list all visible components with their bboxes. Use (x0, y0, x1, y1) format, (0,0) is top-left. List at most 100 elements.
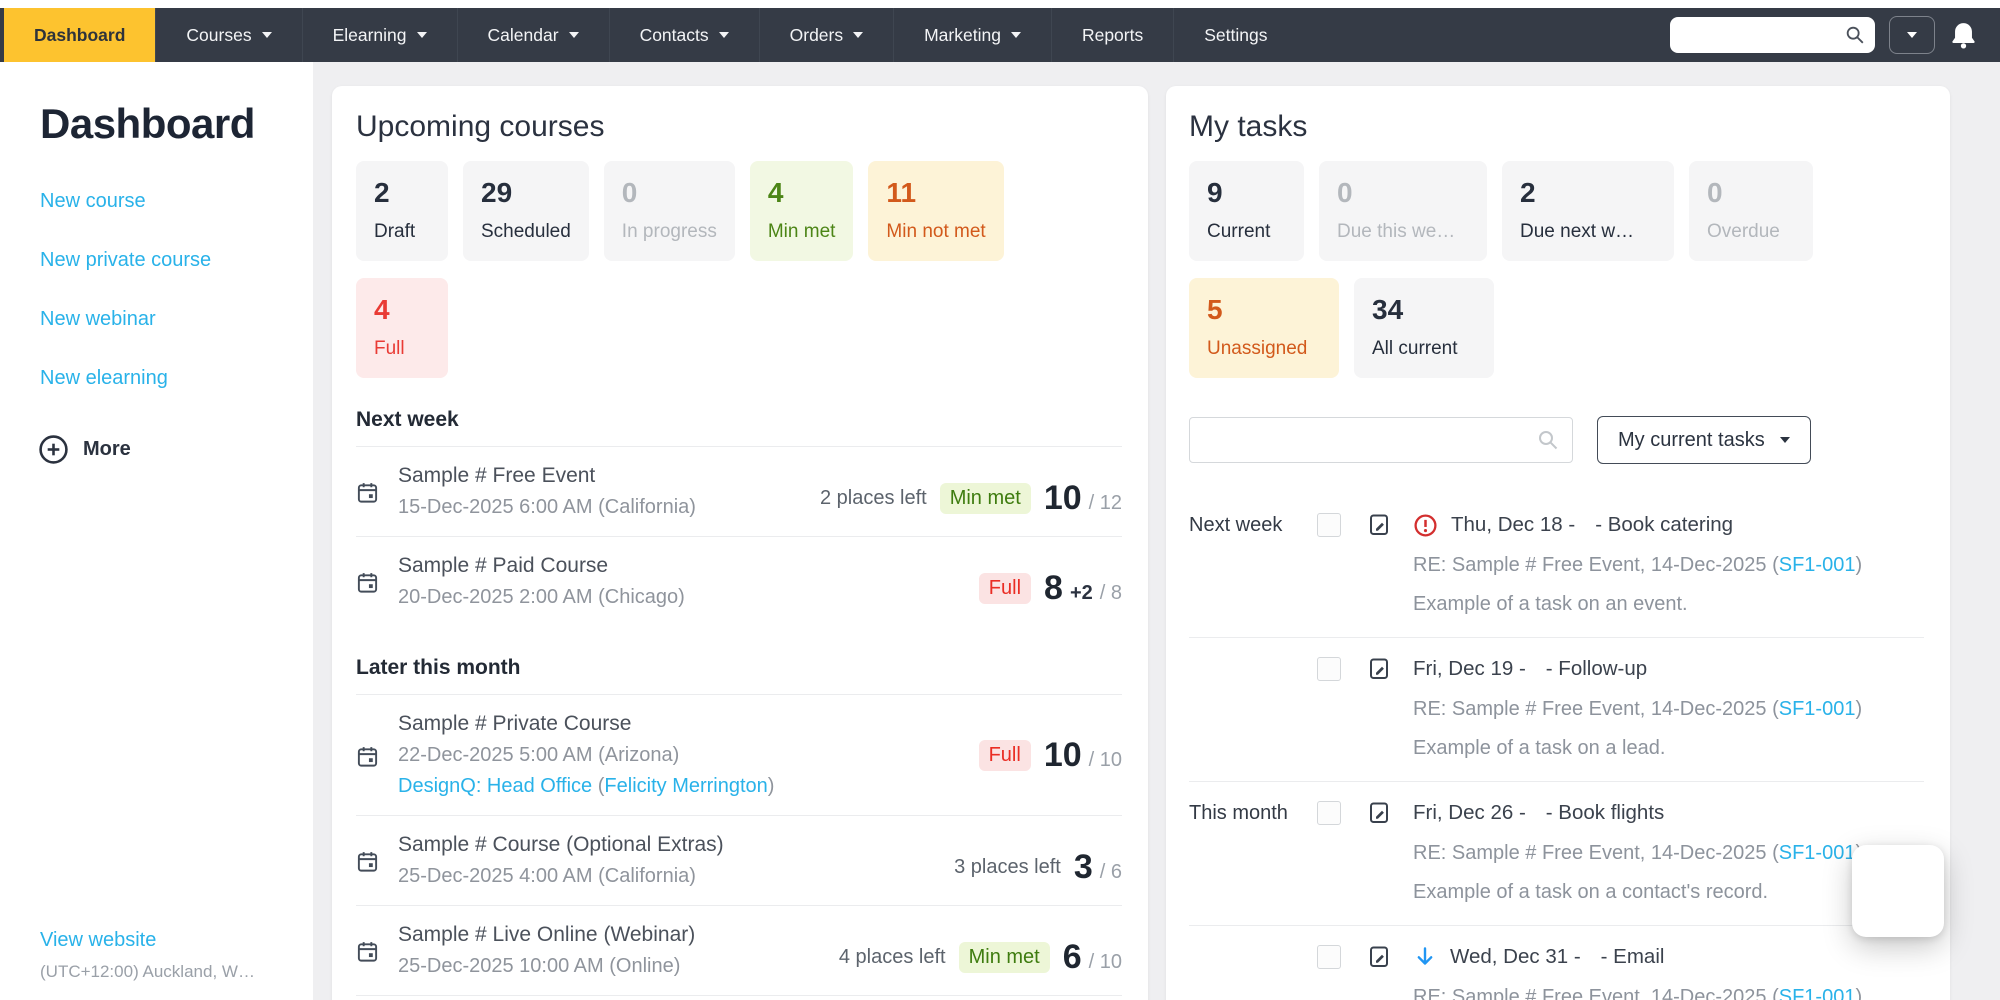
stat-card-current[interactable]: 9 Current (1189, 161, 1304, 261)
tasks-filter-label: My current tasks (1618, 428, 1765, 451)
task-re-text: ) (1855, 986, 1863, 1000)
task-title[interactable]: - Book catering (1595, 513, 1734, 536)
task-checkbox[interactable] (1317, 657, 1341, 681)
sidebar-link-new-private-course[interactable]: New private course (40, 249, 212, 271)
global-search (1670, 17, 1875, 53)
task-row[interactable]: Wed, Dec 31 - - Email RE: Sample # Free … (1189, 926, 1924, 1000)
nav-tab-reports[interactable]: Reports (1050, 8, 1173, 62)
chevron-down-icon (416, 32, 427, 38)
nav-tab-marketing[interactable]: Marketing (893, 8, 1051, 62)
task-date: Wed, Dec 31 - (1450, 945, 1581, 968)
course-row[interactable]: Sample # Private Course 22-Dec-2025 5:00… (356, 694, 1122, 815)
course-row[interactable]: Sample # Course (Multi-Session) 26-Dec-2… (356, 995, 1122, 1000)
task-checkbox[interactable] (1317, 801, 1341, 825)
tasks-search-input[interactable] (1189, 417, 1573, 463)
course-text: Sample # Course (Optional Extras) 25-Dec… (398, 829, 724, 892)
nav-tab-calendar[interactable]: Calendar (456, 8, 609, 62)
venue-contact[interactable]: Felicity Merrington (604, 775, 768, 797)
course-text: Sample # Paid Course 20-Dec-2025 2:00 AM… (398, 550, 685, 613)
sidebar-more-label: More (83, 438, 131, 460)
global-search-input[interactable] (1670, 17, 1875, 53)
course-title[interactable]: Sample # Free Event (398, 464, 596, 487)
stat-value: 0 (621, 177, 638, 208)
course-title[interactable]: Sample # Paid Course (398, 554, 609, 577)
task-row[interactable]: Next week Thu, Dec 18 - - Book catering … (1189, 494, 1924, 638)
course-row[interactable]: Sample # Free Event 15-Dec-2025 6:00 AM … (356, 446, 1122, 536)
top-navbar: Dashboard Courses Elearning Calendar Con… (0, 8, 2000, 62)
timezone-label: (UTC+12:00) Auckland, W… (40, 962, 255, 981)
stat-card-unassigned[interactable]: 5 Unassigned (1189, 278, 1339, 378)
stat-card-draft[interactable]: 2 Draft (356, 161, 448, 261)
task-row[interactable]: Fri, Dec 19 - - Follow-up RE: Sample # F… (1189, 638, 1924, 782)
nav-tab-orders[interactable]: Orders (758, 8, 893, 62)
upcoming-stats-row-2: 4 Full (356, 278, 1122, 378)
stat-value: 9 (1207, 177, 1223, 208)
task-edit-icon[interactable] (1367, 944, 1391, 968)
stat-card-min-not-met[interactable]: 11 Min not met (868, 161, 1004, 261)
stat-card-scheduled[interactable]: 29 Scheduled (463, 161, 589, 261)
task-re-code-link[interactable]: SF1-001 (1778, 842, 1856, 864)
stat-label: Overdue (1707, 221, 1780, 242)
my-tasks-panel: My tasks 9 Current 0 Due this we… 2 Due … (1166, 86, 1950, 1000)
calendar-icon (356, 743, 398, 768)
stat-card-full[interactable]: 4 Full (356, 278, 448, 378)
upcoming-courses-panel: Upcoming courses 2 Draft 29 Scheduled 0 … (332, 86, 1148, 1000)
view-website-link[interactable]: View website (40, 929, 157, 951)
task-re-text: RE: Sample # Free Event, 14-Dec-2025 ( (1413, 986, 1779, 1000)
tasks-stats-row-2: 5 Unassigned 34 All current (1189, 278, 1924, 378)
search-options-button[interactable] (1889, 16, 1935, 54)
registration-total: / 12 (1088, 492, 1122, 514)
task-checkbox[interactable] (1317, 945, 1341, 969)
task-re-code-link[interactable]: SF1-001 (1778, 554, 1856, 576)
task-re-text: ) (1855, 698, 1863, 720)
stat-card-due-next-week[interactable]: 2 Due next w… (1502, 161, 1674, 261)
course-registrations: Full 10 / 10 (978, 735, 1122, 775)
sidebar-link-new-webinar[interactable]: New webinar (40, 308, 156, 330)
venue-name[interactable]: DesignQ: Head Office (398, 775, 593, 797)
stat-card-due-this-week[interactable]: 0 Due this we… (1319, 161, 1487, 261)
task-re-code-link[interactable]: SF1-001 (1778, 698, 1856, 720)
task-title[interactable]: - Email (1600, 945, 1665, 968)
task-checkbox[interactable] (1317, 513, 1341, 537)
nav-tab-settings[interactable]: Settings (1173, 8, 1297, 62)
nav-tab-contacts[interactable]: Contacts (608, 8, 759, 62)
task-row[interactable]: This month Fri, Dec 26 - - Book flights … (1189, 782, 1924, 926)
course-row[interactable]: Sample # Live Online (Webinar) 25-Dec-20… (356, 905, 1122, 995)
task-edit-icon[interactable] (1367, 512, 1391, 536)
stat-value: 5 (1207, 294, 1223, 325)
course-title[interactable]: Sample # Private Course (398, 712, 632, 735)
stat-value: 4 (767, 177, 784, 208)
nav-tab-dashboard[interactable]: Dashboard (4, 8, 156, 62)
stat-card-min-met[interactable]: 4 Min met (749, 161, 854, 261)
stat-card-in-progress[interactable]: 0 In progress (603, 161, 735, 261)
search-icon[interactable] (1844, 24, 1866, 46)
task-title[interactable]: - Follow-up (1545, 657, 1648, 680)
sidebar-footer: View website (UTC+12:00) Auckland, W… (40, 929, 255, 982)
task-edit-icon[interactable] (1367, 656, 1391, 680)
sidebar-more-button[interactable]: More (38, 434, 313, 465)
nav-tab-courses[interactable]: Courses (155, 8, 301, 62)
notifications-bell-icon[interactable] (1949, 21, 1978, 50)
task-re-code-link[interactable]: SF1-001 (1778, 986, 1856, 1000)
nav-tab-elearning[interactable]: Elearning (301, 8, 457, 62)
task-title[interactable]: - Book flights (1545, 801, 1665, 824)
course-venue-link[interactable]: DesignQ: Head Office (Felicity Merringto… (398, 771, 774, 802)
sidebar-link-new-course[interactable]: New course (40, 190, 146, 212)
registration-count: 10 (1043, 735, 1082, 774)
course-title[interactable]: Sample # Live Online (Webinar) (398, 923, 696, 946)
task-re-text: RE: Sample # Free Event, 14-Dec-2025 ( (1413, 842, 1779, 864)
tasks-filter-dropdown[interactable]: My current tasks (1597, 416, 1811, 464)
course-row[interactable]: Sample # Course (Optional Extras) 25-Dec… (356, 815, 1122, 905)
stat-card-all-current[interactable]: 34 All current (1354, 278, 1494, 378)
chat-widget-button[interactable] (1852, 845, 1944, 937)
stat-card-overdue[interactable]: 0 Overdue (1689, 161, 1813, 261)
sidebar-link-new-elearning[interactable]: New elearning (40, 367, 168, 389)
course-row[interactable]: Sample # Paid Course 20-Dec-2025 2:00 AM… (356, 536, 1122, 626)
course-datetime: 15-Dec-2025 6:00 AM (California) (398, 496, 696, 518)
task-body: Fri, Dec 19 - - Follow-up RE: Sample # F… (1413, 655, 1924, 762)
nav-tab-label: Calendar (487, 24, 559, 45)
course-title[interactable]: Sample # Course (Optional Extras) (398, 833, 724, 856)
calendar-icon (356, 938, 398, 963)
calendar-icon (356, 569, 398, 594)
task-edit-icon[interactable] (1367, 800, 1391, 824)
